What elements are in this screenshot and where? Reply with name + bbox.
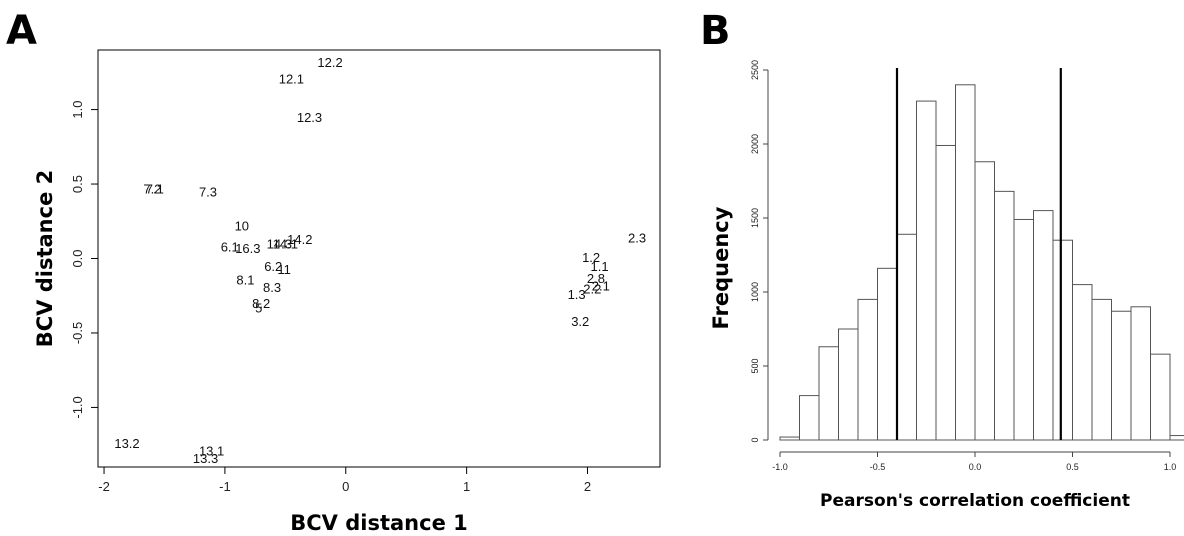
histogram-bar	[896, 233, 917, 441]
histogram-bar	[1033, 210, 1054, 441]
point-label: 14.3	[267, 237, 292, 252]
histogram-bar	[955, 84, 976, 441]
point-label: 12.1	[279, 71, 304, 86]
y-tick-label: -1.0	[70, 396, 85, 418]
point-label: 16.3	[235, 241, 260, 256]
x-tick-label: 1.0	[1164, 462, 1177, 472]
point-label: 5	[255, 301, 262, 316]
histogram-bar	[994, 190, 1015, 441]
y-tick-label: 1000	[750, 282, 760, 302]
y-tick-label: 500	[750, 358, 760, 373]
histogram-bar	[1150, 353, 1171, 441]
histogram-bar	[877, 267, 898, 441]
y-axis-title: BCV distance 2	[33, 170, 57, 348]
x-tick-label: -0.5	[870, 462, 886, 472]
point-label: 1.1	[591, 259, 609, 274]
point-label: 2.1	[592, 278, 610, 293]
y-tick-label: 0.0	[70, 249, 85, 267]
point-label: 7.2	[143, 182, 161, 197]
scatter-chart: -2 -1 0 1 2 -1.0 -0.5 0.0 0.5 1.0 BCV distance 1 BC…	[33, 49, 661, 535]
histogram-bar	[1130, 306, 1151, 441]
y-tick-label: 0.5	[70, 175, 85, 193]
point-label: 1.2	[582, 250, 600, 265]
x-tick-label: 0.0	[969, 462, 982, 472]
point-label: 1.3	[568, 287, 586, 302]
x-tick-label: 0.5	[1066, 462, 1079, 472]
point-label: 2.8	[587, 271, 605, 286]
plot-frame	[97, 49, 661, 468]
point-label: 14.2	[287, 232, 312, 247]
panel-b-letter: B	[700, 8, 731, 54]
x-tick-label: 2	[584, 479, 591, 494]
y-tick-label: 2000	[750, 134, 760, 154]
histogram-bar	[1169, 435, 1184, 441]
histogram-bar	[1111, 310, 1132, 441]
point-label: 3.2	[571, 314, 589, 329]
histogram-bar	[818, 346, 839, 441]
histogram-bar	[935, 144, 956, 441]
histogram-bar	[916, 100, 937, 441]
y-tick-label: 2500	[750, 60, 760, 80]
point-label: 7.1	[146, 182, 164, 197]
point-label: 14.1	[273, 237, 298, 252]
y-tick-label: 1500	[750, 208, 760, 228]
point-label: 8.1	[236, 272, 254, 287]
panel-a-letter: A	[6, 8, 37, 54]
histogram-bar	[799, 395, 820, 441]
point-label: 6.1	[221, 240, 239, 255]
x-tick-label: -2	[98, 479, 110, 494]
histogram-bar	[1013, 218, 1034, 441]
x-tick-label: -1.0	[772, 462, 788, 472]
x-axis-title: Pearson's correlation coefficient	[820, 491, 1130, 511]
point-label: 13.1	[199, 444, 224, 459]
x-tick-label: -1	[219, 479, 231, 494]
x-tick-label: 1	[463, 479, 470, 494]
histogram-chart: -1.0 -0.5 0.0 0.5 1.0 0 500 1000 1500 2000 2500 Pea…	[709, 60, 1184, 511]
histogram-bar	[838, 328, 859, 441]
point-label: 13.2	[114, 436, 139, 451]
x-axis-title: BCV distance 1	[290, 511, 468, 535]
x-tick-label: 0	[342, 479, 349, 494]
histogram-bar	[1072, 284, 1093, 441]
y-tick-label: 0	[750, 437, 760, 442]
histogram-bar	[779, 436, 800, 441]
point-label: 11	[277, 262, 291, 277]
y-axis-title: Frequency	[709, 206, 733, 329]
point-label: 6.2	[264, 259, 282, 274]
point-label: 2.3	[628, 231, 646, 246]
point-label: 12.2	[317, 55, 342, 70]
histogram-bar	[857, 298, 878, 441]
point-label: 8.2	[252, 296, 270, 311]
y-tick-label: -0.5	[70, 322, 85, 344]
point-label: 12.3	[297, 110, 322, 125]
point-label: 10	[235, 219, 249, 234]
point-label: 8.3	[263, 280, 281, 295]
y-tick-label: 1.0	[70, 101, 85, 119]
point-label: 13.3	[193, 451, 218, 466]
point-label: 2.2	[583, 281, 601, 296]
point-label: 7.3	[199, 184, 217, 199]
histogram-bar	[1091, 298, 1112, 441]
histogram-bar	[974, 161, 995, 441]
histogram-bar	[1052, 239, 1073, 441]
